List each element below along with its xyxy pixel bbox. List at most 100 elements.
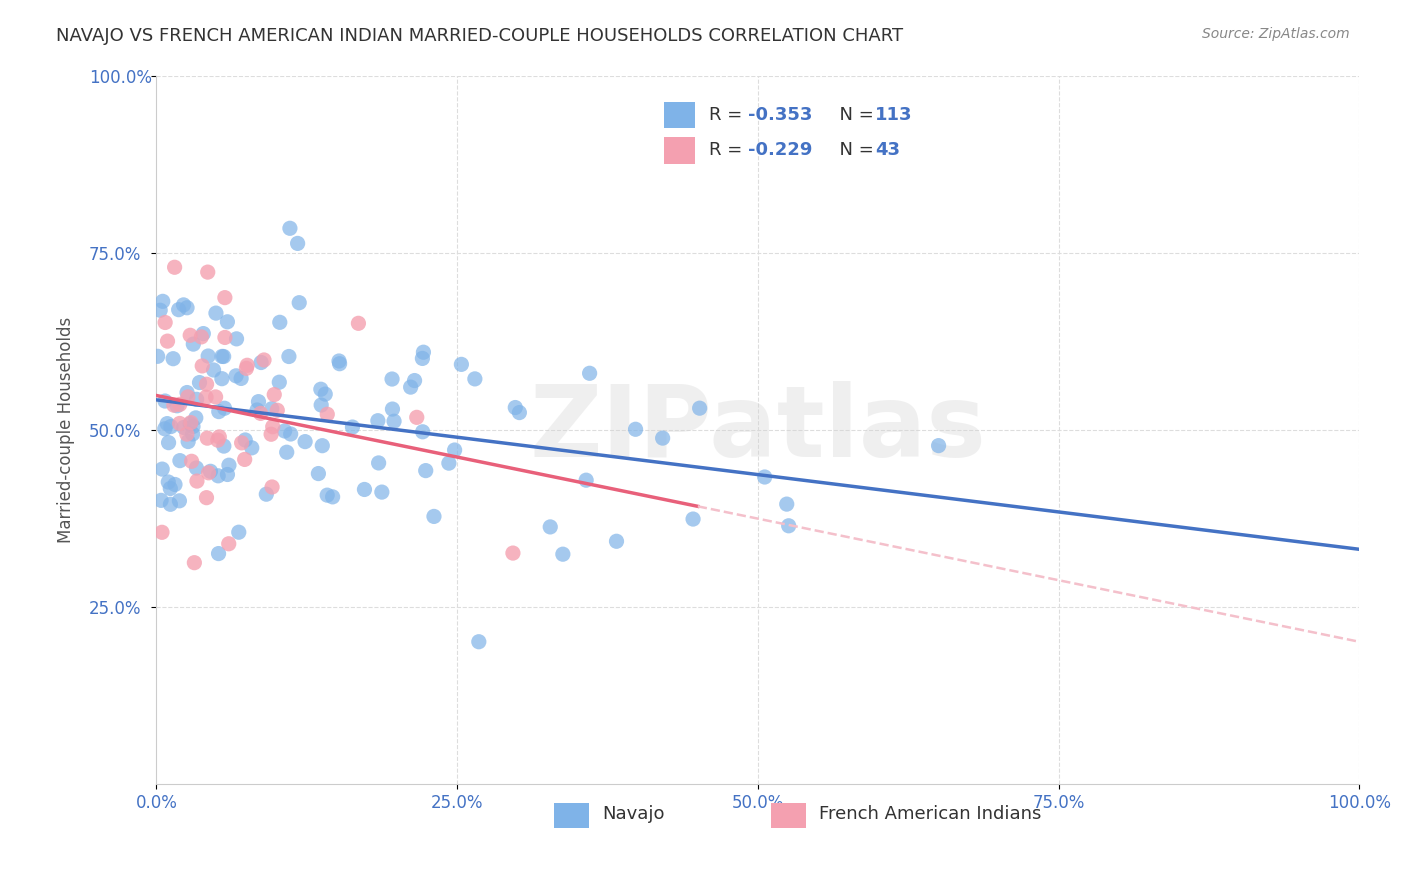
French American Indians bbox=[179, 328, 201, 343]
Navajo bbox=[754, 470, 776, 484]
Navajo bbox=[153, 422, 176, 436]
French American Indians bbox=[214, 330, 236, 344]
Navajo bbox=[197, 349, 219, 363]
Navajo bbox=[218, 458, 240, 473]
Navajo bbox=[423, 509, 446, 524]
Navajo bbox=[437, 456, 460, 470]
Navajo bbox=[682, 512, 704, 526]
French American Indians bbox=[169, 397, 191, 411]
Navajo bbox=[404, 374, 426, 388]
Navajo bbox=[280, 427, 302, 442]
Navajo bbox=[233, 433, 256, 447]
French American Indians bbox=[233, 452, 256, 467]
Navajo bbox=[538, 520, 561, 534]
Navajo bbox=[173, 298, 195, 312]
Navajo bbox=[149, 303, 172, 318]
French American Indians bbox=[197, 466, 219, 480]
Navajo bbox=[381, 402, 404, 417]
Navajo bbox=[468, 634, 491, 648]
French American Indians bbox=[186, 474, 208, 488]
Navajo bbox=[214, 401, 236, 416]
Navajo bbox=[503, 401, 526, 415]
Navajo bbox=[276, 445, 298, 459]
Navajo bbox=[287, 236, 309, 251]
Navajo bbox=[211, 350, 233, 364]
Navajo bbox=[353, 483, 375, 497]
Navajo bbox=[278, 221, 301, 235]
Navajo bbox=[159, 497, 181, 511]
Navajo bbox=[169, 493, 191, 508]
Text: ZIPatlas: ZIPatlas bbox=[530, 382, 987, 478]
Navajo bbox=[181, 419, 204, 434]
Navajo bbox=[167, 302, 190, 317]
Navajo bbox=[166, 399, 188, 413]
Navajo bbox=[464, 372, 486, 386]
French American Indians bbox=[195, 390, 218, 404]
Navajo bbox=[157, 435, 180, 450]
Navajo bbox=[269, 375, 291, 389]
Navajo bbox=[342, 420, 364, 434]
Navajo bbox=[146, 349, 169, 363]
French American Indians bbox=[204, 390, 226, 404]
French American Indians bbox=[263, 387, 285, 401]
Navajo bbox=[371, 485, 394, 500]
Navajo bbox=[176, 301, 198, 315]
French American Indians bbox=[253, 353, 276, 368]
Navajo bbox=[322, 490, 344, 504]
Navajo bbox=[443, 443, 465, 458]
Navajo bbox=[269, 315, 291, 329]
French American Indians bbox=[316, 407, 339, 421]
Navajo bbox=[169, 453, 191, 467]
Navajo bbox=[928, 439, 950, 453]
Navajo bbox=[578, 366, 600, 380]
Navajo bbox=[605, 534, 627, 549]
Navajo bbox=[273, 424, 295, 438]
Navajo bbox=[624, 422, 647, 436]
Navajo bbox=[188, 376, 211, 390]
Navajo bbox=[247, 394, 270, 409]
French American Indians bbox=[153, 316, 176, 330]
Navajo bbox=[254, 487, 277, 501]
Y-axis label: Married-couple Households: Married-couple Households bbox=[58, 317, 75, 543]
Navajo bbox=[202, 363, 225, 377]
Navajo bbox=[508, 406, 530, 420]
French American Indians bbox=[169, 417, 191, 431]
Navajo bbox=[309, 398, 332, 412]
French American Indians bbox=[214, 291, 236, 305]
Navajo bbox=[208, 404, 231, 418]
Navajo bbox=[367, 456, 389, 470]
French American Indians bbox=[262, 419, 284, 434]
Navajo bbox=[229, 371, 252, 385]
Text: NAVAJO VS FRENCH AMERICAN INDIAN MARRIED-COUPLE HOUSEHOLDS CORRELATION CHART: NAVAJO VS FRENCH AMERICAN INDIAN MARRIED… bbox=[56, 27, 904, 45]
Navajo bbox=[314, 387, 336, 401]
French American Indians bbox=[156, 334, 179, 348]
Navajo bbox=[211, 372, 233, 386]
Navajo bbox=[163, 477, 186, 491]
French American Indians bbox=[262, 480, 284, 494]
French American Indians bbox=[207, 433, 229, 447]
Navajo bbox=[207, 547, 229, 561]
French American Indians bbox=[163, 260, 186, 275]
Navajo bbox=[316, 488, 339, 502]
Navajo bbox=[205, 306, 228, 320]
Navajo bbox=[399, 380, 422, 394]
Navajo bbox=[228, 525, 250, 540]
Navajo bbox=[309, 382, 332, 396]
French American Indians bbox=[236, 359, 259, 373]
Navajo bbox=[575, 473, 598, 487]
French American Indians bbox=[195, 431, 218, 445]
French American Indians bbox=[190, 330, 212, 344]
Navajo bbox=[212, 350, 235, 364]
Navajo bbox=[240, 441, 263, 455]
Navajo bbox=[689, 401, 711, 416]
Navajo bbox=[162, 351, 184, 366]
Navajo bbox=[288, 295, 311, 310]
Navajo bbox=[551, 547, 574, 561]
Navajo bbox=[260, 401, 283, 416]
Navajo bbox=[381, 372, 404, 386]
Navajo bbox=[150, 462, 173, 476]
French American Indians bbox=[163, 398, 186, 412]
French American Indians bbox=[235, 361, 257, 376]
French American Indians bbox=[266, 403, 288, 417]
Navajo bbox=[159, 482, 181, 496]
